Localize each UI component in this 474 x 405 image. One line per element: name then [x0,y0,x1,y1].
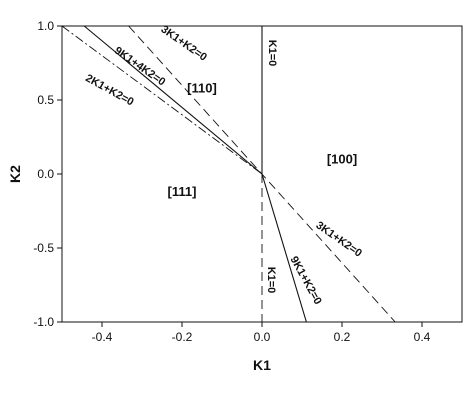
x-tick-label: 0.4 [414,330,431,344]
series-layer [61,25,396,323]
x-axis-ticks: -0.4 -0.2 0.0 0.2 0.4 [92,322,431,344]
annotation-layer: 3K1+K2=03K1+K2=09K1+4K2=02K1+K2=0K1=0K1=… [83,23,364,306]
x-tick-label: 0.0 [254,330,271,344]
line-label-k1-0-4-0: K1=0 [265,267,277,294]
region-label-111: [111] [168,184,197,199]
x-tick-label: -0.2 [172,330,193,344]
x-axis-title: K1 [253,357,271,373]
series-line-2k1-k2-0-2 [61,25,263,175]
line-label-2k1-k2-0-2-0: 2K1+K2=0 [83,72,135,108]
line-label-k1-0-3-0: K1=0 [266,40,278,67]
line-label-9k1-4k2-0-1-0: 9K1+4K2=0 [112,45,167,89]
line-label-9k1-k2-0-5-0: 9K1+K2=0 [287,254,323,306]
series-line-9k1-k2-0-5 [261,173,307,323]
y-tick-label: -0.5 [33,241,54,255]
y-tick-label: 0.0 [37,167,54,181]
region-label-110: [110] [187,81,217,96]
y-axis-ticks: -1.0 -0.5 0.0 0.5 1.0 [33,19,62,329]
series-line-9k1-4k2-0-1 [83,25,263,175]
y-tick-label: 0.5 [37,93,54,107]
x-tick-label: -0.4 [92,330,113,344]
y-axis-title: K2 [7,165,23,183]
y-tick-label: -1.0 [33,315,54,329]
x-tick-label: 0.2 [334,330,351,344]
line-label-3k1-k2-0-0-0: 3K1+K2=0 [158,23,208,63]
region-label-100: [100] [327,152,357,167]
y-tick-label: 1.0 [37,19,54,33]
